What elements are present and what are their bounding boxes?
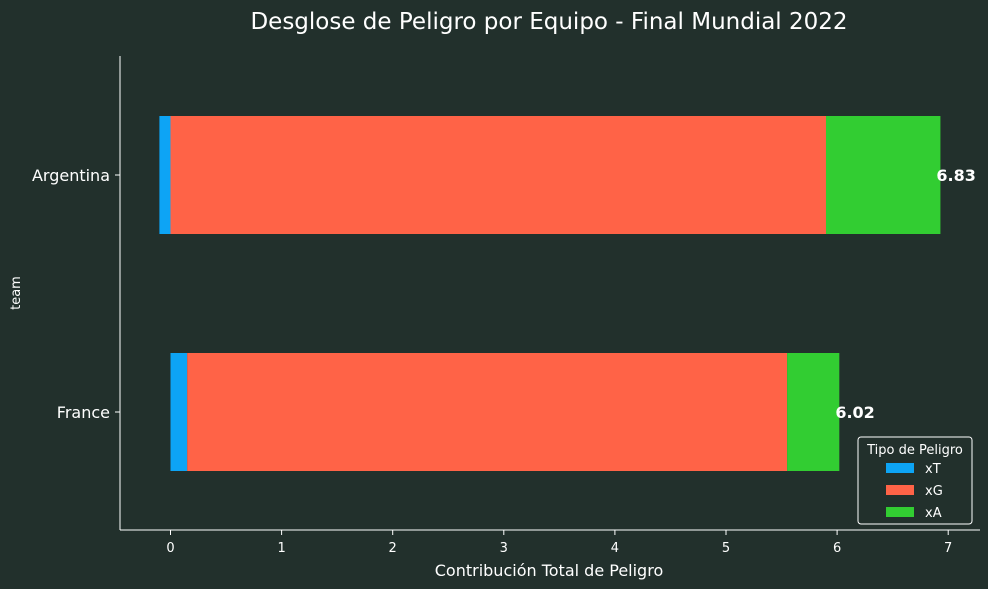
chart-title: Desglose de Peligro por Equipo - Final M… <box>250 9 847 35</box>
x-tick-label: 4 <box>611 541 619 556</box>
y-tick-label-argentina: Argentina <box>32 166 110 185</box>
x-tick-label: 0 <box>166 541 174 556</box>
legend-swatch-xg <box>886 485 914 495</box>
x-tick-label: 2 <box>389 541 397 556</box>
legend-label-xg: xG <box>925 484 943 499</box>
legend-label-xa: xA <box>925 506 942 521</box>
bar-argentina-xa <box>826 116 940 234</box>
total-label-france: 6.02 <box>835 403 874 422</box>
legend-title: Tipo de Peligro <box>866 443 963 458</box>
bar-france-xa <box>787 353 839 471</box>
y-ticks-group: Argentina France <box>32 166 120 422</box>
legend-swatch-xa <box>886 507 914 517</box>
x-tick-label: 1 <box>277 541 285 556</box>
legend-label-xt: xT <box>925 462 941 477</box>
bar-france-xt <box>171 353 188 471</box>
total-label-argentina: 6.83 <box>936 166 975 185</box>
x-axis-label: Contribución Total de Peligro <box>435 561 663 580</box>
bar-france-xg <box>187 353 787 471</box>
bar-argentina-xg <box>171 116 826 234</box>
y-tick-label-france: France <box>57 403 110 422</box>
y-axis-label: team <box>9 276 24 310</box>
bar-argentina-xt <box>159 116 170 234</box>
x-tick-label: 3 <box>500 541 508 556</box>
legend-swatch-xt <box>886 463 914 473</box>
x-ticks-group: 0 1 2 3 4 5 6 7 <box>166 530 952 556</box>
x-tick-label: 6 <box>833 541 841 556</box>
x-tick-label: 7 <box>944 541 952 556</box>
legend: Tipo de Peligro xT xG xA <box>858 437 972 524</box>
x-tick-label: 5 <box>722 541 730 556</box>
bars-group <box>159 116 940 471</box>
